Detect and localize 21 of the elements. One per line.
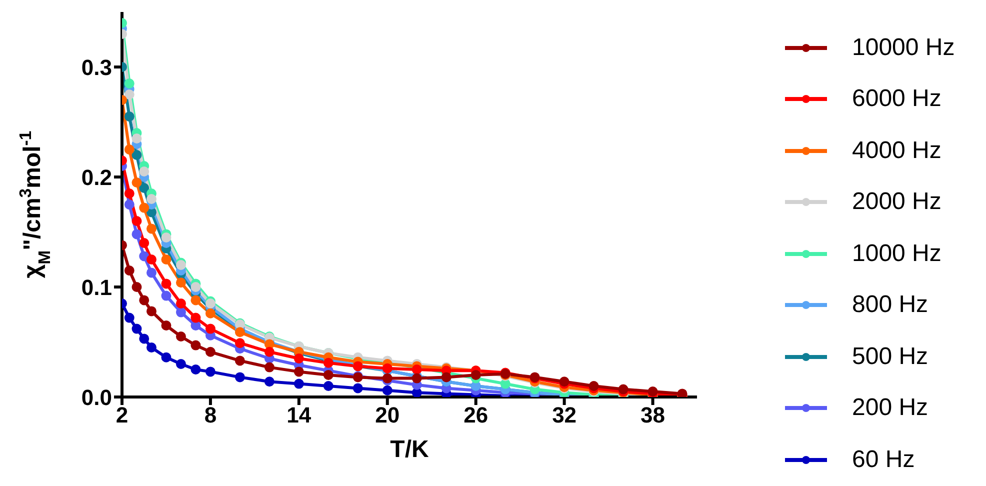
x-tick-label: 26	[464, 402, 488, 428]
x-axis-title: T/K	[390, 436, 430, 463]
legend-label: 500 Hz	[852, 342, 928, 371]
y-tick-label: 0.2	[81, 164, 112, 190]
x-tick-label: 32	[552, 402, 577, 428]
x-tick-label: 20	[375, 402, 400, 428]
x-tick-label: 14	[286, 402, 312, 428]
x-tick-label: 8	[204, 402, 217, 428]
legend-label: 800 Hz	[852, 291, 928, 320]
legend-label: 1000 Hz	[852, 240, 942, 268]
x-tick-label: 38	[640, 402, 666, 428]
y-tick-label: 0.1	[81, 274, 112, 300]
legend-label: 200 Hz	[852, 394, 928, 422]
legend-label: 60 Hz	[852, 446, 915, 474]
y-tick-label: 0.0	[81, 384, 112, 410]
legend-label: 4000 Hz	[852, 136, 942, 165]
x-tick-label: 2	[116, 402, 128, 428]
legend-label: 2000 Hz	[852, 188, 942, 216]
legend-label: 10000 Hz	[852, 34, 955, 62]
y-tick-label: 0.3	[81, 54, 112, 80]
legend-label: 6000 Hz	[852, 85, 942, 114]
